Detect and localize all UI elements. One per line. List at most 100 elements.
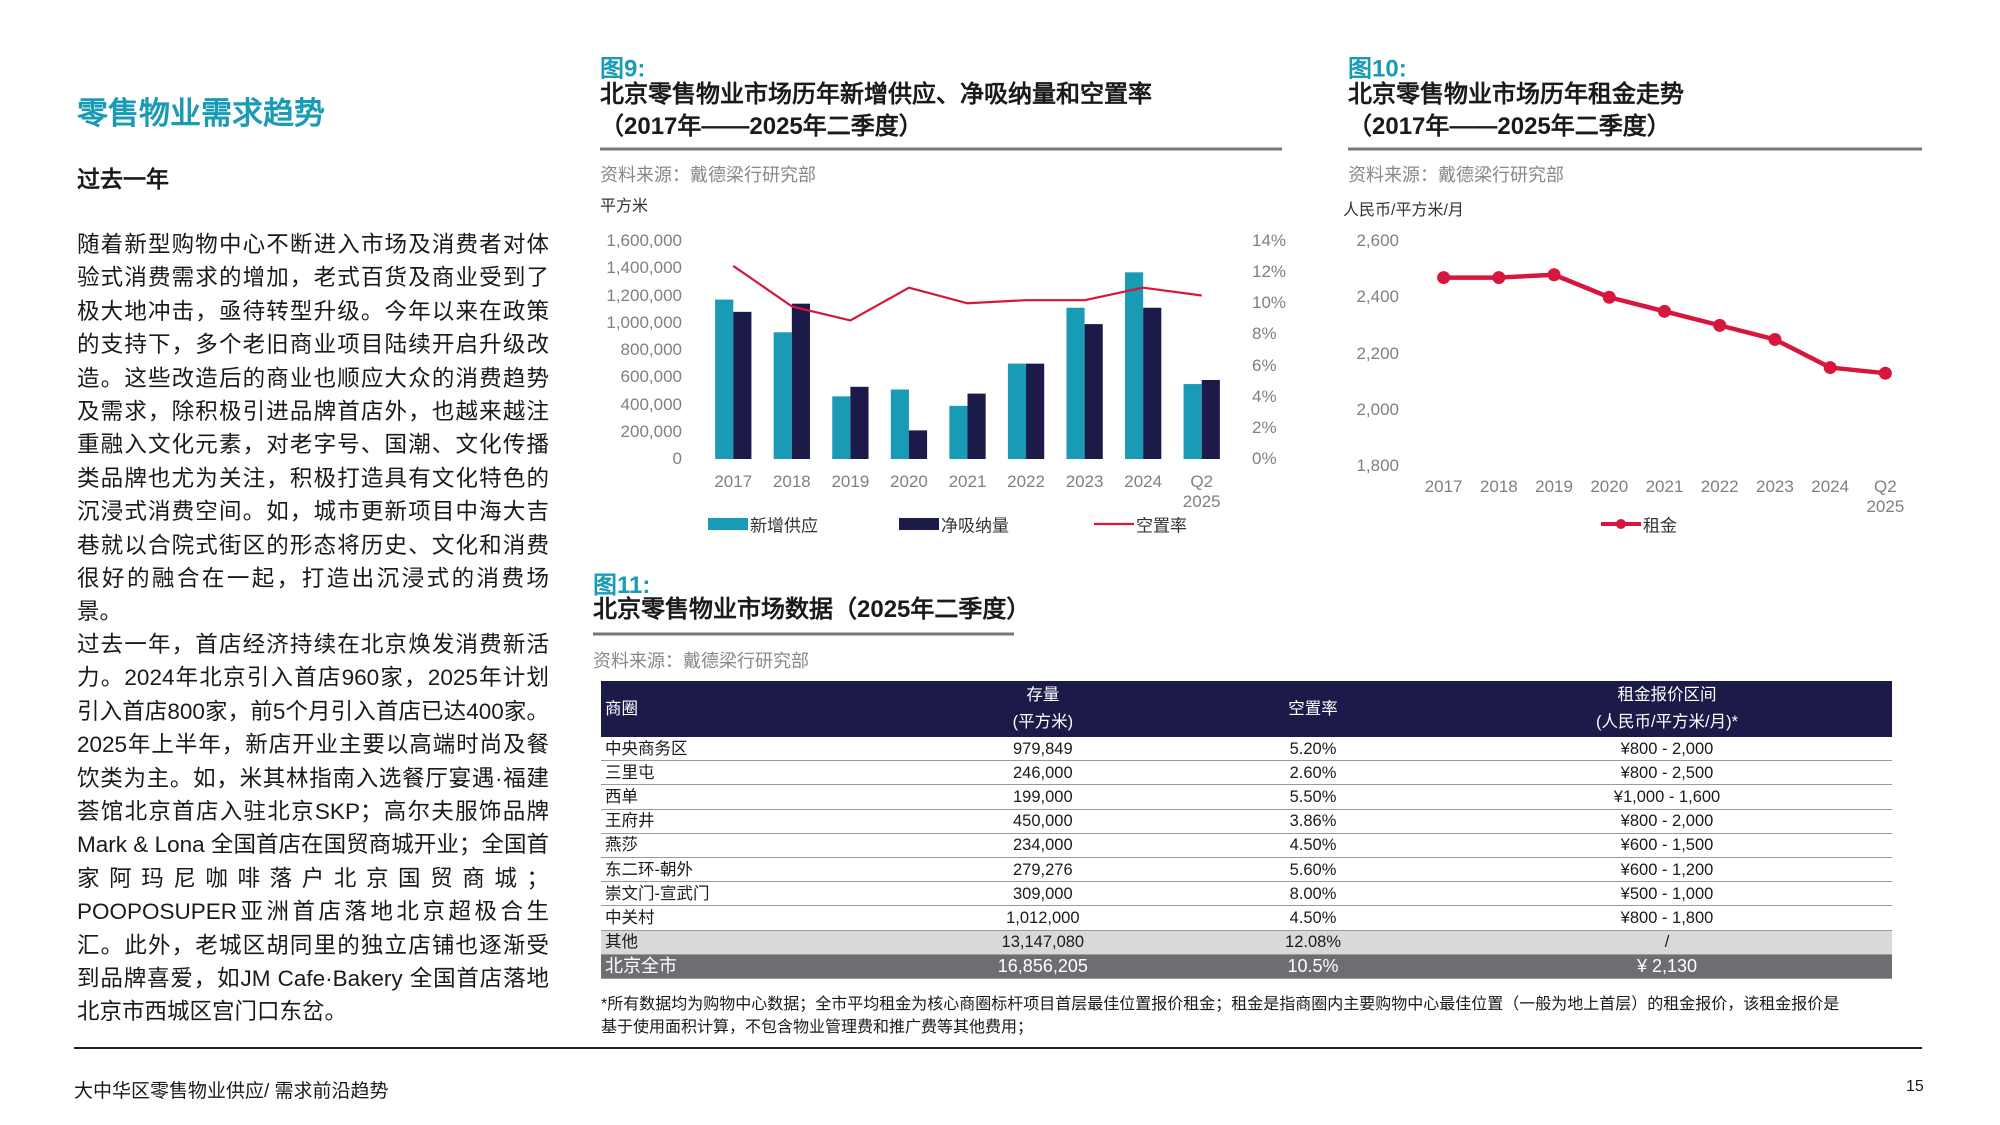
table-cell: 13,147,080	[901, 930, 1184, 955]
point	[1823, 361, 1837, 375]
x-tick-label: 2024	[1124, 472, 1163, 491]
legend-label: 空置率	[1136, 516, 1187, 536]
chart-title: 北京零售物业市场历年租金走势 （2017年——2025年二季度）	[1348, 81, 1684, 140]
column-header: 存量 (平方米)	[901, 681, 1184, 737]
y-tick-label: 0	[672, 449, 682, 468]
y-tick-label: 800,000	[620, 340, 682, 359]
table-cell: 4.50%	[1184, 905, 1443, 931]
y2-tick-label: 6%	[1252, 355, 1277, 375]
bar	[1183, 384, 1202, 459]
table-cell: 1,012,000	[901, 905, 1184, 931]
y2-tick-label: 4%	[1252, 386, 1277, 406]
y-tick-label: 1,600,000	[606, 231, 682, 250]
table-row: 崇文门-宣武门 309,000 8.00% ¥500 - 1,000	[601, 881, 1892, 907]
chart-source: 资料来源：戴德梁行研究部	[1348, 165, 1564, 185]
table-cell: /	[1442, 930, 1892, 955]
section-title: 过去一年	[77, 166, 169, 192]
table-cell: 4.50%	[1184, 833, 1443, 858]
table-cell: 199,000	[901, 784, 1184, 810]
y-tick-label: 1,400,000	[606, 258, 682, 278]
point	[1878, 366, 1892, 380]
table-cell: 8.00%	[1184, 881, 1443, 907]
point	[1492, 271, 1506, 285]
x-tick-label: 2021	[1645, 477, 1684, 496]
x-tick-label: 2018	[772, 472, 811, 491]
bar	[1125, 272, 1144, 459]
y-tick-label: 600,000	[620, 367, 682, 387]
data-table: 商圈 存量 (平方米) 空置率 租金报价区间 (人民币/平方米/月)* 中央商务区 979…	[601, 681, 1892, 979]
table-row: 中关村 1,012,000 4.50% ¥800 - 1,800	[601, 905, 1892, 931]
table-cell: 279,276	[901, 857, 1184, 883]
bar	[890, 389, 909, 459]
table-footnote: *所有数据均为购物中心数据；全市平均租金为核心商圈标杆项目首层最佳位置报价租金；…	[601, 996, 1840, 1036]
bar	[1026, 363, 1045, 459]
bar	[1007, 363, 1027, 459]
x-tick-label: 2023	[1756, 477, 1794, 496]
bar	[908, 430, 928, 459]
table-row: 中央商务区 979,849 5.20% ¥800 - 2,000	[601, 737, 1892, 762]
x-tick-label: Q2 2025	[1182, 472, 1221, 511]
legend-label: 净吸纳量	[941, 516, 1009, 536]
column-header: 租金报价区间 (人民币/平方米/月)*	[1442, 681, 1892, 737]
table-cell: ¥800 - 2,000	[1442, 737, 1892, 762]
y2-tick-label: 2%	[1252, 417, 1277, 437]
x-tick-label: 2023	[1065, 472, 1104, 491]
bar	[1201, 379, 1220, 459]
y2-tick-label: 10%	[1252, 293, 1287, 313]
x-tick-label: 2017	[714, 472, 753, 491]
table-row: 东二环-朝外 279,276 5.60% ¥600 - 1,200	[601, 857, 1892, 883]
bar	[1143, 307, 1162, 459]
table-cell: 5.50%	[1184, 784, 1443, 810]
y-tick-label: 200,000	[620, 421, 682, 441]
paragraph: 随着新型购物中心不断进入市场及消费者对体验式消费需求的增加，老式百货及商业受到了…	[77, 232, 549, 625]
table-cell: 10.5%	[1184, 954, 1443, 979]
table-cell: 西单	[601, 784, 902, 810]
bar	[773, 332, 792, 459]
x-tick-label: 2019	[831, 472, 870, 491]
point	[1768, 332, 1782, 346]
table-cell: ¥600 - 1,500	[1442, 833, 1892, 858]
table-row: 燕莎 234,000 4.50% ¥600 - 1,500	[601, 833, 1892, 858]
page-title: 零售物业需求趋势	[77, 96, 325, 131]
x-tick-label: 2019	[1535, 477, 1573, 496]
y2-tick-label: 8%	[1252, 324, 1277, 344]
table-row: 三里屯 246,000 2.60% ¥800 - 2,500	[601, 760, 1892, 786]
y2-tick-label: 12%	[1252, 262, 1287, 282]
line	[1443, 272, 1886, 376]
y-tick-label: 2,000	[1356, 399, 1399, 419]
bar	[733, 311, 752, 459]
table-cell: ¥ 2,130	[1442, 954, 1892, 979]
table-cell: 三里屯	[601, 760, 902, 786]
table-row: 西单 199,000 5.50% ¥1,000 - 1,600	[601, 784, 1892, 810]
y2-tick-label: 14%	[1252, 231, 1287, 250]
table-cell: ¥800 - 1,800	[1442, 905, 1892, 931]
x-tick-label: 2018	[1479, 477, 1518, 496]
x-tick-label: 2020	[1590, 477, 1629, 496]
legend-swatch	[1616, 519, 1626, 529]
table-cell: 16,856,205	[901, 954, 1184, 979]
chart-title: 北京零售物业市场历年新增供应、净吸纳量和空置率 （2017年——2025年二季度…	[600, 81, 1152, 140]
y-axis-label: 人民币/平方米/月	[1343, 202, 1464, 219]
table-cell: 309,000	[901, 881, 1184, 907]
column-header: 商圈	[601, 681, 902, 737]
column-header: 空置率	[1184, 681, 1443, 737]
y2-tick-label: 0%	[1252, 449, 1277, 468]
legend-swatch	[708, 518, 748, 530]
table-cell: 246,000	[901, 760, 1184, 786]
y-tick-label: 2,200	[1356, 343, 1399, 363]
table-header-row: 商圈 存量 (平方米) 空置率 租金报价区间 (人民币/平方米/月)*	[601, 681, 1892, 737]
table-cell: 北京全市	[601, 954, 902, 979]
bar	[715, 299, 734, 459]
point	[1658, 304, 1671, 318]
line	[732, 265, 1202, 322]
point	[1437, 271, 1451, 285]
y-tick-label: 1,800	[1356, 456, 1399, 475]
y-tick-label: 1,000,000	[606, 312, 682, 332]
table-cell: 979,849	[901, 737, 1184, 762]
point	[1547, 268, 1561, 282]
table-cell: 234,000	[901, 833, 1184, 858]
x-tick-label: 2017	[1424, 477, 1463, 496]
bar	[949, 405, 968, 459]
y-tick-label: 400,000	[620, 394, 682, 414]
